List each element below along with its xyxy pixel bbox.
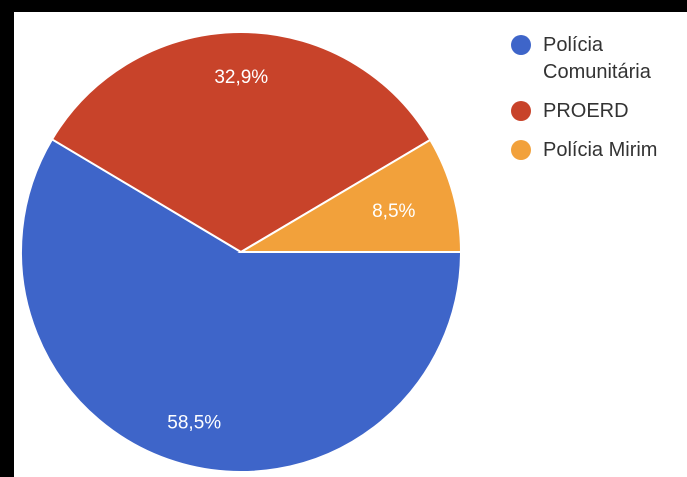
pie-slices	[20, 31, 463, 473]
chart-frame: 58,5% 32,9% 8,5% Polícia Comunitária PROER…	[14, 12, 687, 477]
slice-label-proerd: 32,9%	[214, 67, 268, 88]
pie-chart: 58,5% 32,9% 8,5%	[20, 31, 463, 473]
pie-slice-policia-mirim[interactable]	[237, 138, 463, 253]
pie-slice-proerd[interactable]	[50, 31, 432, 254]
legend-item-policia-mirim[interactable]: Polícia Mirim	[511, 137, 687, 164]
slice-label-policia-mirim: 8,5%	[372, 201, 415, 222]
legend-label-proerd: PROERD	[543, 100, 629, 122]
legend-swatch-proerd	[511, 101, 531, 121]
legend-swatch-policia-comunitaria	[511, 35, 531, 55]
pie-labels: 58,5% 32,9% 8,5%	[167, 67, 415, 434]
slice-label-policia-comunitaria: 58,5%	[167, 413, 221, 434]
legend-label-policia-mirim: Polícia Mirim	[543, 139, 658, 161]
legend-label-policia-comunitaria: Polícia Comunitária	[543, 34, 651, 83]
legend-item-policia-comunitaria[interactable]: Polícia Comunitária	[511, 32, 687, 86]
legend: Polícia Comunitária PROERD Polícia Mirim	[511, 32, 687, 176]
legend-item-proerd[interactable]: PROERD	[511, 98, 687, 125]
legend-swatch-policia-mirim	[511, 140, 531, 160]
pie-slice-policia-comunitaria[interactable]	[20, 137, 463, 473]
